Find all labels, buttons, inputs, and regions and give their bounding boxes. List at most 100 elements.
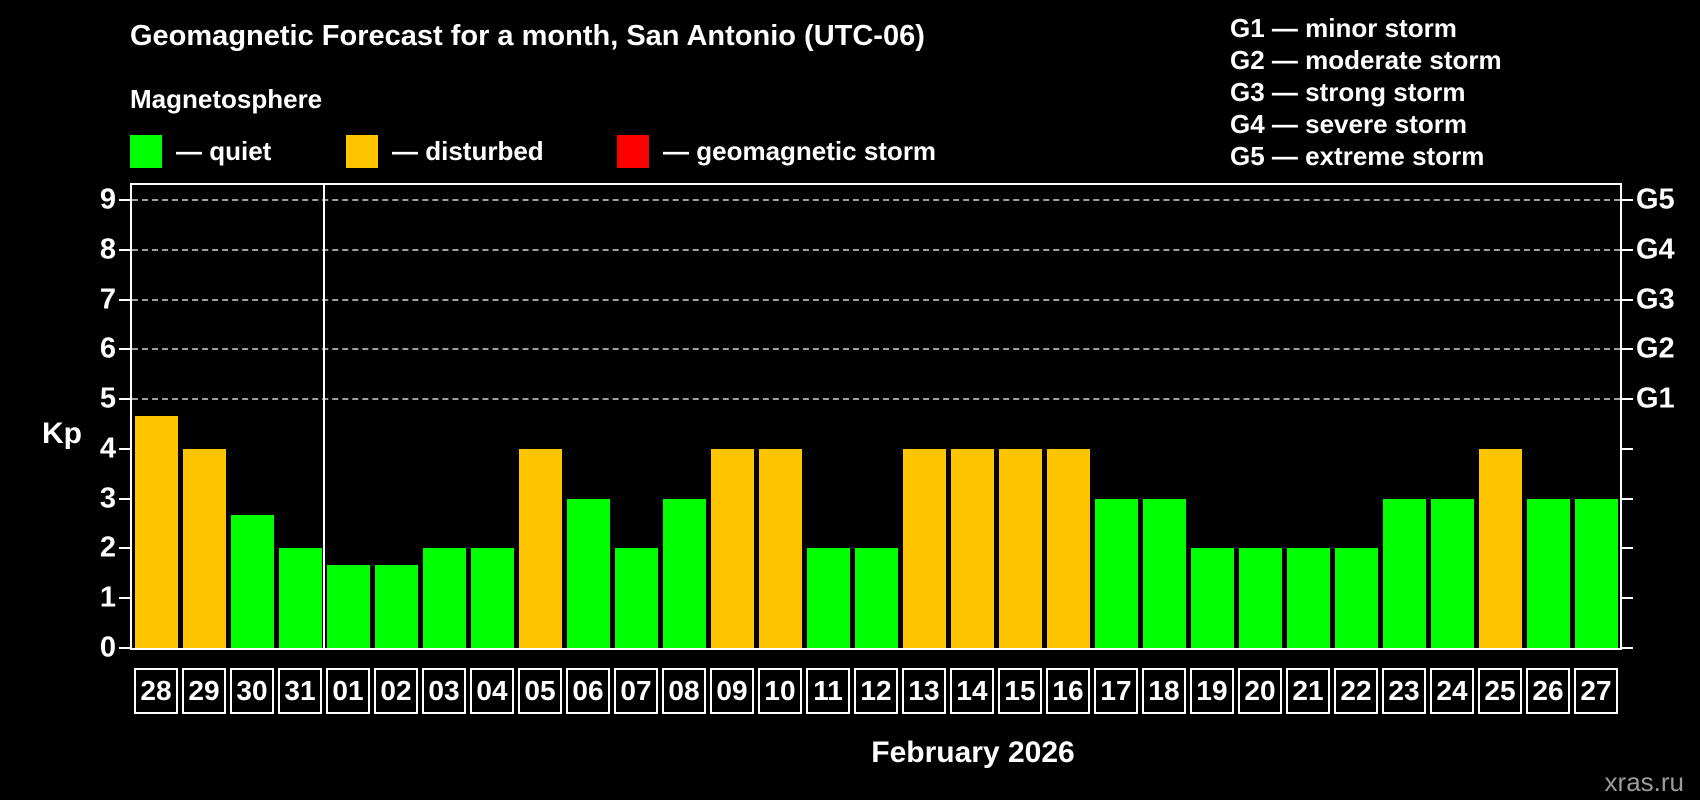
day-label-20: 20 — [1238, 668, 1282, 714]
y-axis-tick-label-0: 0 — [99, 631, 116, 664]
kp-axis-label: Kp — [42, 417, 82, 450]
bar-day-21 — [1286, 548, 1330, 648]
g-level-label-g3: G3 — [1636, 283, 1675, 315]
day-label-30: 30 — [230, 668, 274, 714]
day-label-31: 31 — [278, 668, 322, 714]
day-label-01: 01 — [326, 668, 370, 714]
left-axis-tick — [119, 447, 130, 450]
bar-day-11 — [806, 548, 850, 648]
day-label-05: 05 — [518, 668, 562, 714]
left-axis-tick — [119, 597, 130, 600]
bar-day-19 — [1190, 548, 1234, 648]
bar-day-23 — [1382, 498, 1426, 648]
legend-label-storm: — geomagnetic storm — [663, 135, 937, 166]
right-axis-tick — [1622, 447, 1633, 450]
day-label-02: 02 — [374, 668, 418, 714]
g-level-label-g1: G1 — [1636, 382, 1675, 415]
right-axis-tick — [1622, 647, 1633, 649]
bar-day-14 — [950, 448, 994, 648]
bar-day-05 — [518, 448, 562, 648]
left-axis-tick — [119, 348, 130, 351]
bar-day-25 — [1478, 448, 1522, 648]
y-axis-tick-label-9: 9 — [99, 183, 116, 216]
chart-title: Geomagnetic Forecast for a month, San An… — [130, 20, 925, 52]
g-level-label-g2: G2 — [1636, 332, 1675, 365]
right-axis-tick — [1622, 248, 1633, 251]
y-axis-tick-label-3: 3 — [99, 482, 116, 515]
y-axis-tick-label-6: 6 — [99, 332, 116, 365]
y-axis-tick-label-1: 1 — [99, 581, 116, 614]
bar-day-08 — [662, 498, 706, 648]
disturbed-color-swatch — [346, 134, 378, 168]
bar-day-02 — [374, 564, 418, 648]
day-label-28: 28 — [134, 668, 178, 714]
y-axis-tick-label-4: 4 — [99, 432, 116, 465]
storm-color-swatch — [617, 134, 649, 168]
left-axis-tick — [119, 298, 130, 301]
bar-day-24 — [1430, 498, 1474, 648]
day-label-12: 12 — [854, 668, 898, 714]
y-axis-tick-label-7: 7 — [99, 283, 116, 315]
day-label-21: 21 — [1286, 668, 1330, 714]
bar-day-29 — [182, 448, 226, 648]
gridline-kp5 — [132, 398, 1620, 401]
day-label-13: 13 — [902, 668, 946, 714]
left-axis-tick — [119, 497, 130, 500]
right-axis-tick — [1622, 597, 1633, 600]
legend-label-disturbed: — disturbed — [392, 135, 544, 166]
g-scale-legend-line-g4: G4 — severe storm — [1230, 109, 1468, 139]
day-label-23: 23 — [1382, 668, 1426, 714]
day-label-24: 24 — [1430, 668, 1474, 714]
day-label-14: 14 — [950, 668, 994, 714]
day-label-09: 09 — [710, 668, 754, 714]
legend-item-quiet: — quiet — [130, 134, 271, 168]
bar-day-15 — [998, 448, 1042, 648]
bar-day-27 — [1574, 498, 1618, 648]
day-label-19: 19 — [1190, 668, 1234, 714]
day-label-15: 15 — [998, 668, 1042, 714]
day-label-18: 18 — [1142, 668, 1186, 714]
bar-day-20 — [1238, 548, 1282, 648]
g-level-label-g4: G4 — [1636, 233, 1675, 266]
day-label-08: 08 — [662, 668, 706, 714]
day-label-07: 07 — [614, 668, 658, 714]
day-label-11: 11 — [806, 668, 850, 714]
g-scale-legend-line-g2: G2 — moderate storm — [1230, 45, 1502, 75]
day-label-04: 04 — [470, 668, 514, 714]
gridline-kp9 — [132, 198, 1620, 201]
bar-day-18 — [1142, 498, 1186, 648]
plot-area: G1 G2 G3 G4 G5 0 1 2 3 4 5 6 7 8 9 — [100, 183, 1675, 664]
g-scale-legend-line-g1: G1 — minor storm — [1230, 13, 1457, 43]
gridline-kp6 — [132, 348, 1620, 351]
bar-day-28 — [134, 415, 178, 648]
g-scale-legend: G1 — minor storm G2 — moderate storm G3 … — [1230, 12, 1502, 172]
bar-day-12 — [854, 548, 898, 648]
day-label-17: 17 — [1094, 668, 1138, 714]
right-axis-tick — [1622, 398, 1633, 401]
g-level-label-g5: G5 — [1636, 183, 1675, 216]
month-separator-line — [323, 185, 325, 648]
bar-day-13 — [902, 448, 946, 648]
x-axis-day-labels-row: 28 29 30 31 01 02 03 04 05 06 07 08 09 10 11 12 13 14 15 16… — [132, 668, 1620, 714]
left-axis-tick — [119, 248, 130, 251]
left-axis-tick — [119, 647, 130, 649]
gridline-kp8 — [132, 248, 1620, 251]
gridline-kp7 — [132, 298, 1620, 301]
left-axis-tick — [119, 398, 130, 401]
legend-label-quiet: — quiet — [176, 135, 272, 166]
y-axis-tick-label-5: 5 — [99, 382, 116, 415]
x-axis-month-label: February 2026 — [871, 736, 1075, 769]
quiet-color-swatch — [130, 134, 162, 168]
bar-day-26 — [1526, 498, 1570, 648]
day-label-16: 16 — [1046, 668, 1090, 714]
left-axis-tick — [119, 547, 130, 550]
y-axis-tick-label-8: 8 — [99, 233, 116, 266]
bar-day-30 — [230, 515, 274, 648]
bar-day-04 — [470, 548, 514, 648]
legend-item-storm: — geomagnetic storm — [617, 134, 936, 168]
bar-day-01 — [326, 564, 370, 648]
day-label-25: 25 — [1478, 668, 1522, 714]
g-scale-legend-line-g3: G3 — strong storm — [1230, 77, 1466, 107]
day-label-29: 29 — [182, 668, 226, 714]
right-axis-tick — [1622, 198, 1633, 201]
